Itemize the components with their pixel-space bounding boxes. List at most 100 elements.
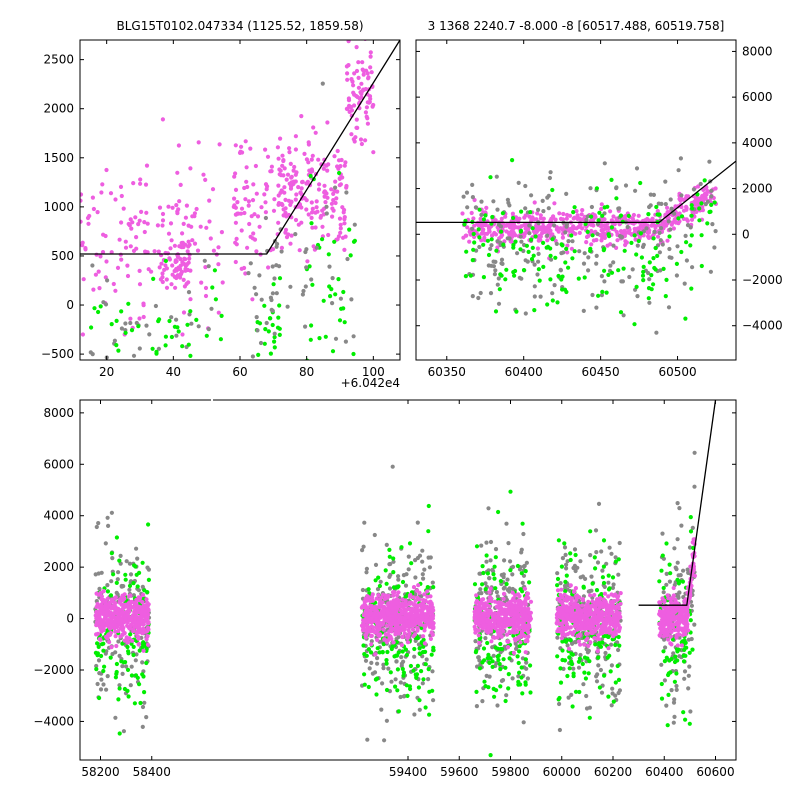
- data-point: [490, 664, 495, 670]
- data-point: [538, 213, 543, 218]
- data-point: [416, 583, 421, 588]
- data-point: [367, 99, 372, 105]
- data-point: [108, 655, 113, 660]
- data-point: [561, 250, 566, 255]
- data-point: [338, 182, 343, 187]
- data-point: [688, 529, 694, 534]
- data-point: [169, 238, 174, 243]
- data-point: [384, 581, 389, 586]
- data-point: [359, 141, 364, 147]
- data-point: [396, 650, 401, 655]
- data-point: [90, 263, 95, 268]
- data-point: [385, 632, 390, 637]
- data-point: [607, 653, 612, 658]
- data-point: [100, 182, 105, 187]
- data-point: [494, 590, 499, 595]
- data-point: [555, 635, 560, 640]
- data-point: [584, 217, 589, 222]
- y-tick-label: 0: [742, 227, 750, 241]
- data-point: [253, 163, 258, 169]
- data-point: [485, 571, 490, 576]
- data-point: [335, 189, 340, 194]
- data-point: [558, 581, 563, 586]
- data-point: [657, 230, 662, 235]
- data-point: [572, 249, 577, 254]
- data-point: [600, 640, 605, 645]
- data-point: [328, 294, 333, 299]
- data-point: [246, 199, 251, 204]
- data-point: [629, 240, 634, 245]
- data-point: [118, 184, 124, 189]
- data-point: [120, 664, 125, 669]
- data-point: [342, 217, 347, 222]
- data-point: [636, 213, 641, 218]
- data-point: [92, 306, 97, 311]
- data-point: [254, 249, 259, 254]
- data-point: [408, 663, 413, 669]
- data-point: [257, 224, 262, 229]
- data-point: [303, 249, 308, 255]
- data-point: [393, 677, 398, 682]
- data-point: [277, 276, 283, 281]
- data-point: [340, 235, 345, 240]
- data-point: [369, 660, 374, 666]
- data-point: [616, 572, 621, 577]
- data-point: [655, 253, 660, 258]
- data-point: [144, 163, 150, 168]
- data-point: [599, 206, 604, 212]
- data-point: [106, 523, 111, 529]
- data-point: [402, 617, 407, 622]
- data-point: [107, 602, 112, 607]
- data-point: [602, 279, 607, 284]
- data-point: [129, 673, 134, 678]
- data-point: [266, 329, 271, 334]
- data-point: [137, 626, 142, 631]
- data-point: [422, 641, 427, 646]
- data-point: [384, 542, 389, 548]
- data-point: [111, 621, 116, 626]
- data-point: [677, 590, 682, 595]
- data-point: [351, 351, 356, 357]
- data-point: [271, 208, 277, 213]
- data-point: [577, 216, 582, 221]
- data-point: [712, 200, 717, 205]
- data-point: [557, 727, 563, 733]
- data-point: [183, 267, 188, 273]
- data-point: [478, 290, 483, 296]
- data-point: [347, 103, 352, 108]
- data-point: [125, 263, 130, 268]
- data-point: [213, 297, 218, 302]
- data-point: [596, 293, 601, 298]
- data-point: [392, 654, 397, 659]
- x-offset-text: +6.042e4: [341, 376, 400, 390]
- data-point: [682, 638, 687, 643]
- data-point: [412, 646, 417, 652]
- data-point: [619, 235, 624, 240]
- data-point: [143, 182, 149, 187]
- data-point: [467, 239, 472, 244]
- data-point: [380, 622, 385, 627]
- data-point: [522, 586, 528, 591]
- data-point: [130, 220, 135, 225]
- data-point: [135, 584, 140, 589]
- data-point: [99, 628, 104, 633]
- data-point: [142, 220, 147, 225]
- data-point: [127, 583, 133, 589]
- data-point: [644, 226, 649, 231]
- data-point: [680, 579, 686, 584]
- data-point: [293, 232, 298, 237]
- data-point: [608, 263, 613, 268]
- data-point: [421, 599, 426, 604]
- data-point: [678, 156, 684, 161]
- data-point: [278, 136, 283, 141]
- data-point: [548, 170, 553, 175]
- data-point: [125, 614, 130, 619]
- data-point: [523, 230, 528, 235]
- data-point: [102, 664, 107, 669]
- data-point: [322, 194, 327, 199]
- data-point: [396, 574, 401, 579]
- data-point: [338, 230, 343, 235]
- data-point: [586, 648, 592, 654]
- data-point: [558, 216, 564, 221]
- model-line: [80, 40, 400, 255]
